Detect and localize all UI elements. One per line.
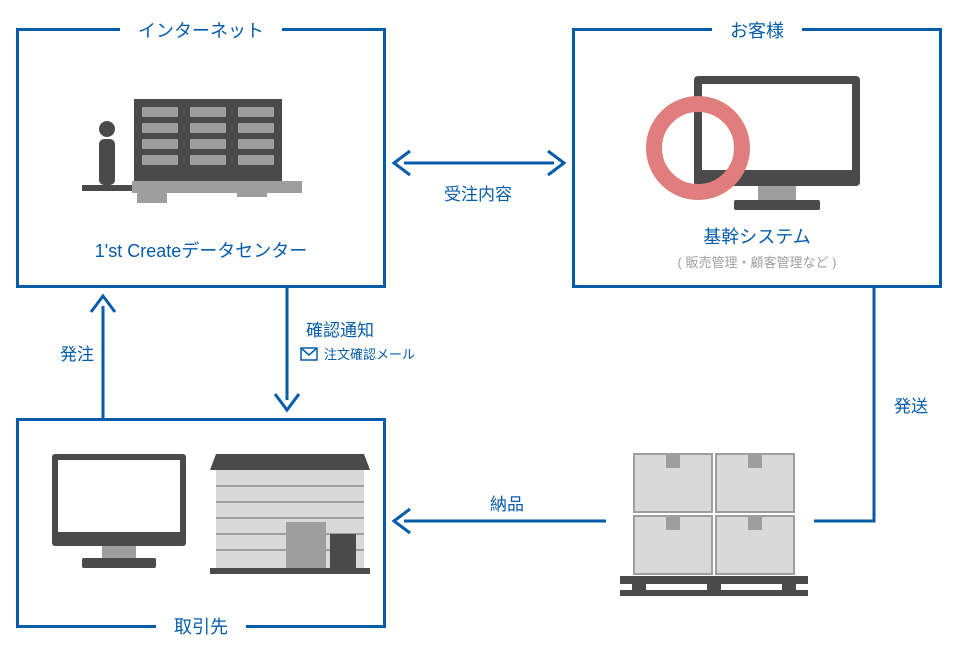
arrow-confirm-mail: 注文確認メール bbox=[300, 344, 415, 363]
arrow-confirm-label: 確認通知 bbox=[300, 314, 380, 343]
internet-caption: 1'st Createデータセンター bbox=[19, 237, 383, 263]
customer-box-label: お客様 bbox=[712, 17, 802, 43]
arrow-order-label: 発注 bbox=[54, 338, 100, 367]
monitor-small-icon bbox=[46, 448, 192, 576]
pallet-icon bbox=[614, 450, 814, 600]
internet-box-label: インターネット bbox=[120, 17, 282, 43]
mail-text: 注文確認メール bbox=[324, 344, 415, 363]
arrow-ship-label: 発送 bbox=[888, 390, 934, 419]
customer-caption: 基幹システム bbox=[575, 223, 939, 249]
partner-box-label: 取引先 bbox=[156, 613, 246, 639]
arrow-confirm bbox=[272, 288, 302, 418]
arrow-delivery-label: 納品 bbox=[484, 488, 530, 517]
datacenter-icon bbox=[82, 85, 320, 205]
monitor-ring-icon bbox=[640, 68, 874, 216]
customer-sub-caption: ( 販売管理・顧客管理など ) bbox=[575, 252, 939, 271]
arrow-ship bbox=[814, 288, 894, 536]
mail-icon bbox=[300, 347, 318, 361]
arrow-order-content bbox=[386, 148, 572, 178]
arrow-order-content-label: 受注内容 bbox=[438, 178, 518, 207]
warehouse-icon bbox=[210, 446, 370, 578]
